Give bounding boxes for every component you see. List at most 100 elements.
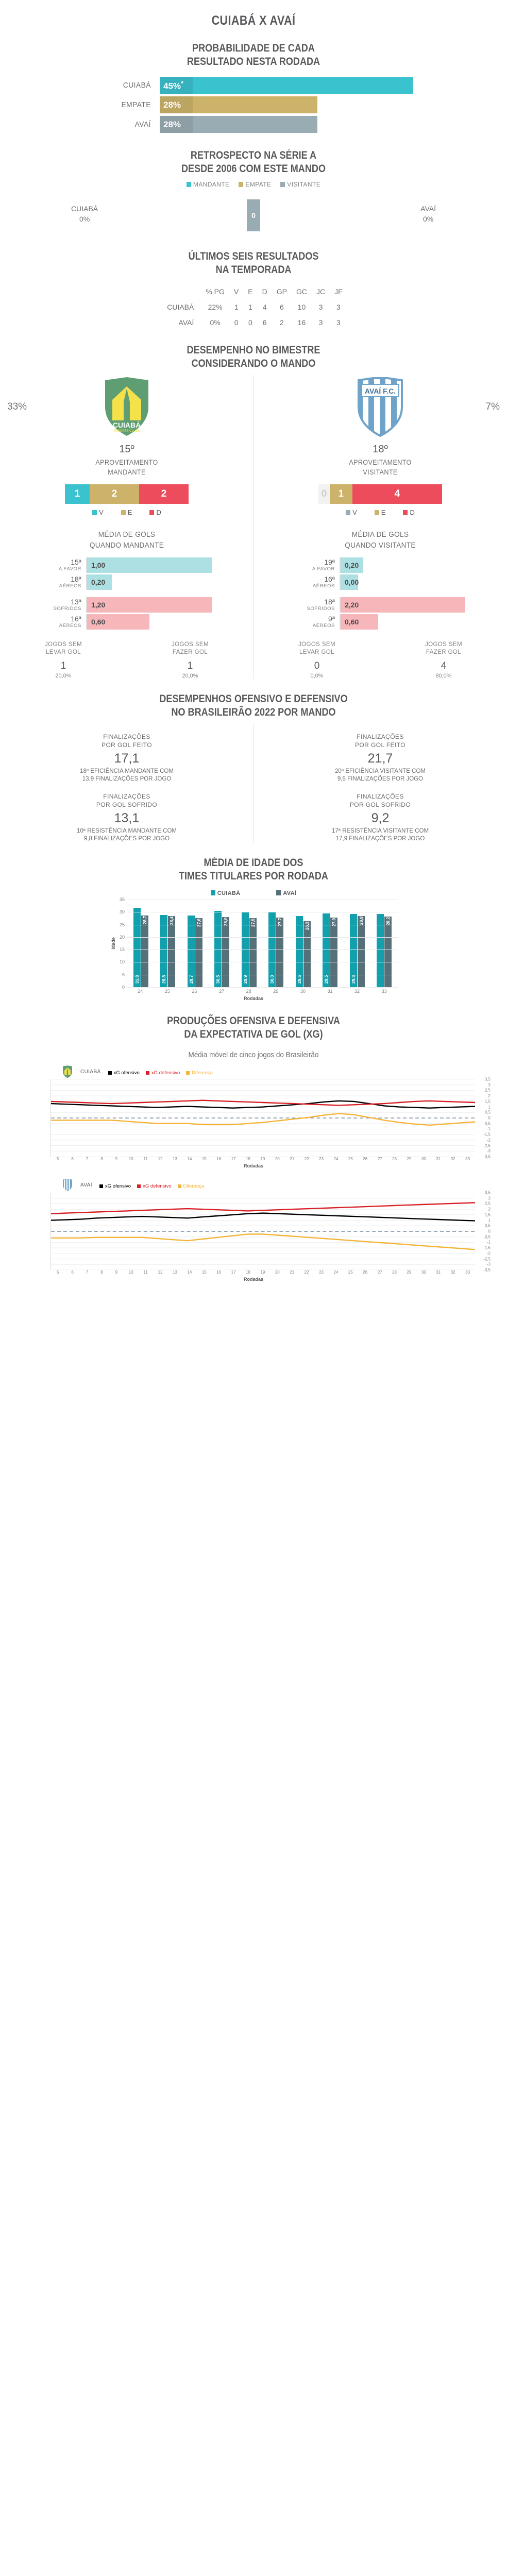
avai-gols-rank: 18ª [324, 598, 335, 606]
table-cell: 6 [262, 318, 267, 327]
probability-track: 45%* [160, 77, 413, 94]
ofensivo-heading-line2: NO BRASILEIRÃO 2022 POR MANDO [171, 706, 336, 718]
table-column-header: GC [296, 287, 307, 296]
idade-bar-group: 31,8 28,7 [127, 900, 155, 987]
avai-jogos-sem-title: JOGOS SEM FAZER GOL [380, 641, 507, 656]
bimestre-section: DESEMPENHO NO BIMESTRE CONSIDERANDO O MA… [0, 330, 507, 679]
cuiaba-position: 15º [119, 444, 134, 455]
legend-swatch-icon [403, 510, 408, 515]
xg-x-tick: 18 [246, 1157, 250, 1161]
retrospecto-stacked-bar: 0 [247, 199, 260, 231]
idade-bar-avai: 28,7 [141, 915, 148, 987]
xg-y-tick: 2,5 [484, 1201, 491, 1206]
ofensivo-heading: DESEMPENHOS OFENSIVO E DEFENSIVO NO BRAS… [36, 692, 471, 719]
xg-x-tick: 26 [363, 1157, 368, 1161]
cuiaba-gols-track: 0,60 [86, 614, 212, 630]
table-cell: 3 [336, 318, 341, 327]
cuiaba-crest-icon: CUIABÁ ESPORTE CLUBE [105, 377, 148, 436]
xg-x-tick: 21 [290, 1157, 295, 1161]
avai-ved-legend-item: V [346, 509, 357, 516]
idade-x-tick: 29 [273, 989, 279, 994]
xg-x-tick: 14 [187, 1157, 192, 1161]
xg-x-tick: 7 [86, 1270, 89, 1275]
xg-series-line [51, 1113, 475, 1125]
legend-swatch-icon [108, 1071, 112, 1075]
page-title-block: CUIABÁ X AVAÍ [0, 0, 507, 28]
cuiaba-gols-label: 13ª SOFRIDOS [42, 598, 86, 612]
cuiaba-gols-bar: 0,20 [87, 574, 112, 590]
probability-row: EMPATE 28% [94, 96, 413, 113]
idade-bar-label: 26,3 [304, 921, 310, 930]
xg-x-tick: 20 [275, 1157, 280, 1161]
table-cell: 0% [210, 318, 221, 327]
idade-y-axis-title: Idade [110, 937, 116, 950]
xg-x-tick: 23 [319, 1270, 324, 1275]
jogos-title-line1: JOGOS SEM [298, 641, 335, 648]
idade-y-tick: 5 [122, 972, 125, 977]
xg-y-tick: -1 [486, 1126, 491, 1131]
xg-line-svg [51, 1192, 475, 1270]
cuiaba-jogos-sem-title: JOGOS SEM FAZER GOL [127, 641, 254, 656]
idade-bar-cuiaba: 29,3 [349, 913, 357, 987]
xg-y-tick: -0,5 [483, 1234, 491, 1240]
idade-bar-cuiaba: 30,5 [214, 910, 222, 987]
idade-bar-cuiaba: 28,7 [187, 915, 195, 987]
avai-gols-track: 2,20 [340, 597, 465, 613]
idade-x-tick: 33 [381, 989, 387, 994]
table-cell: 0 [234, 318, 239, 327]
retrospecto-heading-line2: DESDE 2006 COM ESTE MANDO [181, 163, 326, 175]
xg-x-tick: 14 [187, 1270, 192, 1275]
xg-x-tick: 32 [450, 1157, 455, 1161]
jogos-title-line2: LEVAR GOL [46, 649, 81, 655]
idade-chart-plot: Idade 0 5 10 15 20 25 30 35 31,8 28,7 28,8 28,4 28,… [109, 897, 398, 990]
avai-position-caption: APROVEITAMENTO VISITANTE [262, 457, 498, 477]
xg-cuiaba-x-title: Rodadas [243, 1163, 263, 1168]
jogos-title-line2: LEVAR GOL [299, 649, 334, 655]
ultimos-section: ÚLTIMOS SEIS RESULTADOS NA TEMPORADA % P… [0, 236, 507, 330]
xg-x-tick: 15 [201, 1270, 207, 1275]
avai-bimestre-pct: 7% [485, 401, 500, 412]
avai-gols-rank: 9ª [328, 615, 335, 623]
cuiaba-position-caption: APROVEITAMENTO MANDANTE [9, 457, 245, 477]
retrospecto-heading-line1: RETROSPECTO NA SÉRIE A [190, 149, 317, 161]
xg-avai-legend: xG ofensivo xG defensivo Diferença [99, 1181, 210, 1190]
xg-y-tick: 0,5 [484, 1110, 491, 1115]
idade-chart-legend: CUIABÁ AVAÍ [109, 890, 398, 896]
cuiaba-gols-caption: SOFRIDOS [53, 606, 81, 612]
xg-avai-team-label: AVAÍ [80, 1182, 92, 1188]
xg-x-tick: 8 [100, 1157, 103, 1161]
xg-y-tick: -1 [486, 1240, 491, 1245]
cuiaba-gols-label: 16ª AÉREOS [42, 615, 86, 629]
retrospecto-left: CUIABÁ 0% [71, 204, 98, 224]
xg-x-tick: 24 [333, 1157, 339, 1161]
avai-gols-label: 19ª A FAVOR [295, 558, 340, 572]
cuiaba-gols-caption: A FAVOR [58, 566, 81, 572]
idade-y-axis: Idade 0 5 10 15 20 25 30 35 [109, 897, 127, 990]
cuiaba-jogos-sem-item: JOGOS SEM FAZER GOL 1 20,0% [127, 641, 254, 679]
xg-cuiaba-team-label: CUIABÁ [80, 1069, 101, 1075]
idade-bar-group: 29,9 27,5 [235, 900, 263, 987]
avai-lab2-l2: POR GOL SOFRIDO [349, 801, 411, 808]
xg-heading: PRODUÇÕES OFENSIVA E DEFENSIVA DA EXPECT… [36, 1014, 471, 1041]
cuiaba-jogos-sem-pct: 20,0% [182, 673, 198, 679]
probability-row-label: AVAÍ [134, 120, 151, 129]
probability-row: AVAÍ 28% [94, 116, 413, 133]
cuiaba-gols-bar: 0,60 [87, 614, 149, 630]
avai-jogos-sem-pct: 0,0% [310, 673, 324, 679]
cuiaba-gol-feito-note: 18ª EFICIÊNCIA MANDANTE COM 13,9 FINALIZ… [0, 768, 254, 783]
xg-y-tick: 2 [488, 1093, 491, 1098]
xg-x-tick: 28 [392, 1157, 397, 1161]
idade-section: MÉDIA DE IDADE DOS TIMES TITULARES POR R… [0, 843, 507, 1001]
idade-x-tick: 27 [219, 989, 225, 994]
probability-row: CUIABÁ 45%* [94, 77, 413, 94]
avai-gols-track: 0,60 [340, 614, 465, 630]
cuiaba-jogos-sem: JOGOS SEM LEVAR GOL 1 20,0% JOGOS SEM FAZER G… [0, 641, 254, 679]
cuiaba-mini-crest-icon [63, 1065, 72, 1078]
idade-bar-label: 31,8 [134, 975, 140, 984]
xg-y-tick: 3,5 [484, 1077, 491, 1082]
idade-bar-cuiaba: 28,8 [160, 915, 168, 987]
xg-cuiaba-legend: xG ofensivo xG defensivo Diferença [108, 1067, 219, 1077]
table-corner [160, 284, 201, 299]
xg-x-tick: 30 [421, 1270, 426, 1275]
cuiaba-gols-track: 1,00 [86, 557, 212, 573]
